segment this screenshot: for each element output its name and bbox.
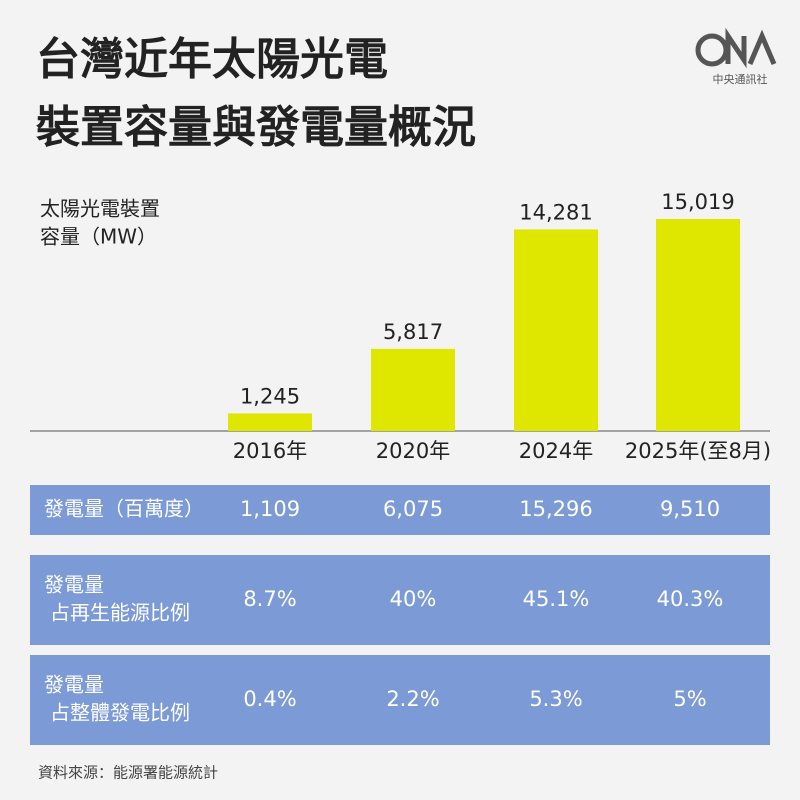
title-line: 裝置容量與發電量概況 [36, 102, 476, 153]
bar [371, 348, 455, 431]
table-cell: 5.3% [529, 687, 582, 711]
table-cell: 9,510 [660, 497, 720, 521]
y-label: 容量（MW） [40, 225, 157, 249]
y-label: 太陽光電裝置 [40, 197, 160, 221]
title-line: 台灣近年太陽光電 [36, 34, 388, 85]
table-cell: 2.2% [386, 687, 439, 711]
logo-shape [747, 29, 777, 65]
table-row [30, 655, 770, 745]
table-cell: 45.1% [523, 587, 590, 611]
row-label: 發電量 [44, 573, 104, 597]
row-label: 發電量（百萬度） [44, 497, 204, 521]
table-row [30, 485, 770, 535]
x-tick-label: 2025年(至8月) [625, 439, 771, 463]
logo-text: 中央通訊社 [713, 72, 768, 86]
row-label: 占整體發電比例 [50, 701, 190, 725]
x-tick-label: 2024年 [519, 439, 593, 463]
logo-shape [725, 27, 747, 69]
table-cell: 6,075 [383, 497, 443, 521]
x-tick-label: 2020年 [376, 439, 450, 463]
value-label: 15,019 [661, 190, 734, 214]
table-cell: 40.3% [657, 587, 724, 611]
table-cell: 40% [390, 587, 437, 611]
value-label: 14,281 [519, 200, 592, 224]
table-cell: 1,109 [240, 497, 300, 521]
logo [695, 27, 777, 69]
row-label: 發電量 [44, 673, 104, 697]
bar [228, 413, 312, 431]
bar [656, 219, 740, 431]
table-row [30, 555, 770, 645]
x-tick-label: 2016年 [233, 439, 307, 463]
row-label: 占再生能源比例 [50, 601, 190, 625]
table-cell: 5% [673, 687, 706, 711]
value-label: 1,245 [240, 384, 300, 408]
table-cell: 15,296 [519, 497, 592, 521]
value-label: 5,817 [383, 320, 443, 344]
bar [514, 229, 598, 431]
source: 資料來源：能源署能源統計 [38, 764, 218, 782]
table-cell: 0.4% [243, 687, 296, 711]
table-cell: 8.7% [243, 587, 296, 611]
